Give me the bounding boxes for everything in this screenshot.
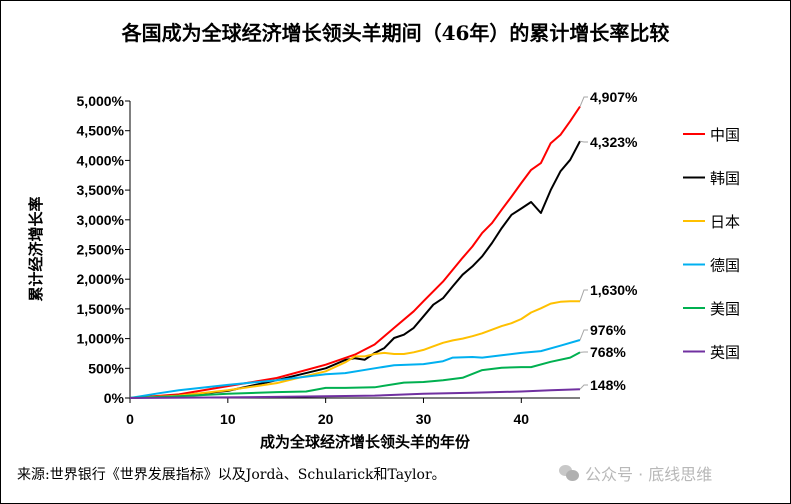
end-value-label: 1,630%	[590, 282, 638, 298]
legend-label: 韩国	[710, 170, 740, 188]
legend-label: 日本	[710, 213, 740, 231]
end-value-label: 4,323%	[590, 134, 638, 150]
series-line-3	[129, 339, 581, 399]
leader-line	[579, 329, 588, 341]
y-tick-label: 1,000%	[77, 331, 125, 347]
x-tick-label: 0	[126, 411, 134, 427]
series-line-5	[129, 388, 581, 399]
series-line-0	[129, 105, 581, 399]
leader-line	[579, 140, 588, 143]
y-axis-label: 累计经济增长率	[27, 196, 45, 301]
series-line-1	[129, 140, 581, 399]
source-note: 来源:世界银行《世界发展指标》以及Jordà、Schularick和Taylor…	[17, 467, 446, 483]
leader-line	[579, 96, 588, 107]
y-tick-label: 0%	[104, 390, 125, 406]
leader-line	[579, 384, 588, 390]
legend-label: 中国	[710, 126, 740, 144]
watermark-text: 公众号 · 底线思维	[585, 465, 713, 484]
x-tick-label: 20	[318, 411, 334, 427]
y-tick-label: 3,500%	[77, 182, 125, 198]
line-chart: 0% 500% 1,000% 1,500% 2,000% 2,500% 3,000% 3,50…	[27, 89, 740, 451]
legend-label: 德国	[710, 257, 740, 275]
y-tick-label: 1,500%	[77, 301, 125, 317]
watermark: 公众号 · 底线思维	[559, 461, 712, 485]
chart-title: 各国成为全球经济增长领头羊期间（46年）的累计增长率比较	[121, 21, 670, 45]
legend-label: 英国	[710, 344, 740, 362]
series-line-4	[129, 351, 581, 399]
end-value-label: 148%	[590, 377, 626, 393]
y-tick-label: 4,000%	[77, 152, 125, 168]
wechat-icon	[559, 465, 579, 481]
x-tick-label: 30	[416, 411, 432, 427]
legend-label: 美国	[710, 300, 740, 318]
x-tick-label: 40	[514, 411, 530, 427]
end-value-label: 768%	[590, 344, 626, 360]
y-tick-label: 2,500%	[77, 242, 125, 258]
end-value-label: 976%	[590, 322, 626, 338]
x-tick-label: 10	[220, 411, 236, 427]
y-tick-label: 3,000%	[77, 212, 125, 228]
end-value-label: 4,907%	[590, 89, 638, 105]
y-tick-label: 2,000%	[77, 271, 125, 287]
y-tick-label: 4,500%	[77, 123, 125, 139]
series-line-2	[129, 300, 580, 399]
y-tick-label: 5,000%	[77, 93, 125, 109]
y-tick-label: 500%	[88, 360, 124, 376]
x-axis-label: 成为全球经济增长领头羊的年份	[260, 433, 471, 451]
leader-line	[579, 289, 588, 302]
